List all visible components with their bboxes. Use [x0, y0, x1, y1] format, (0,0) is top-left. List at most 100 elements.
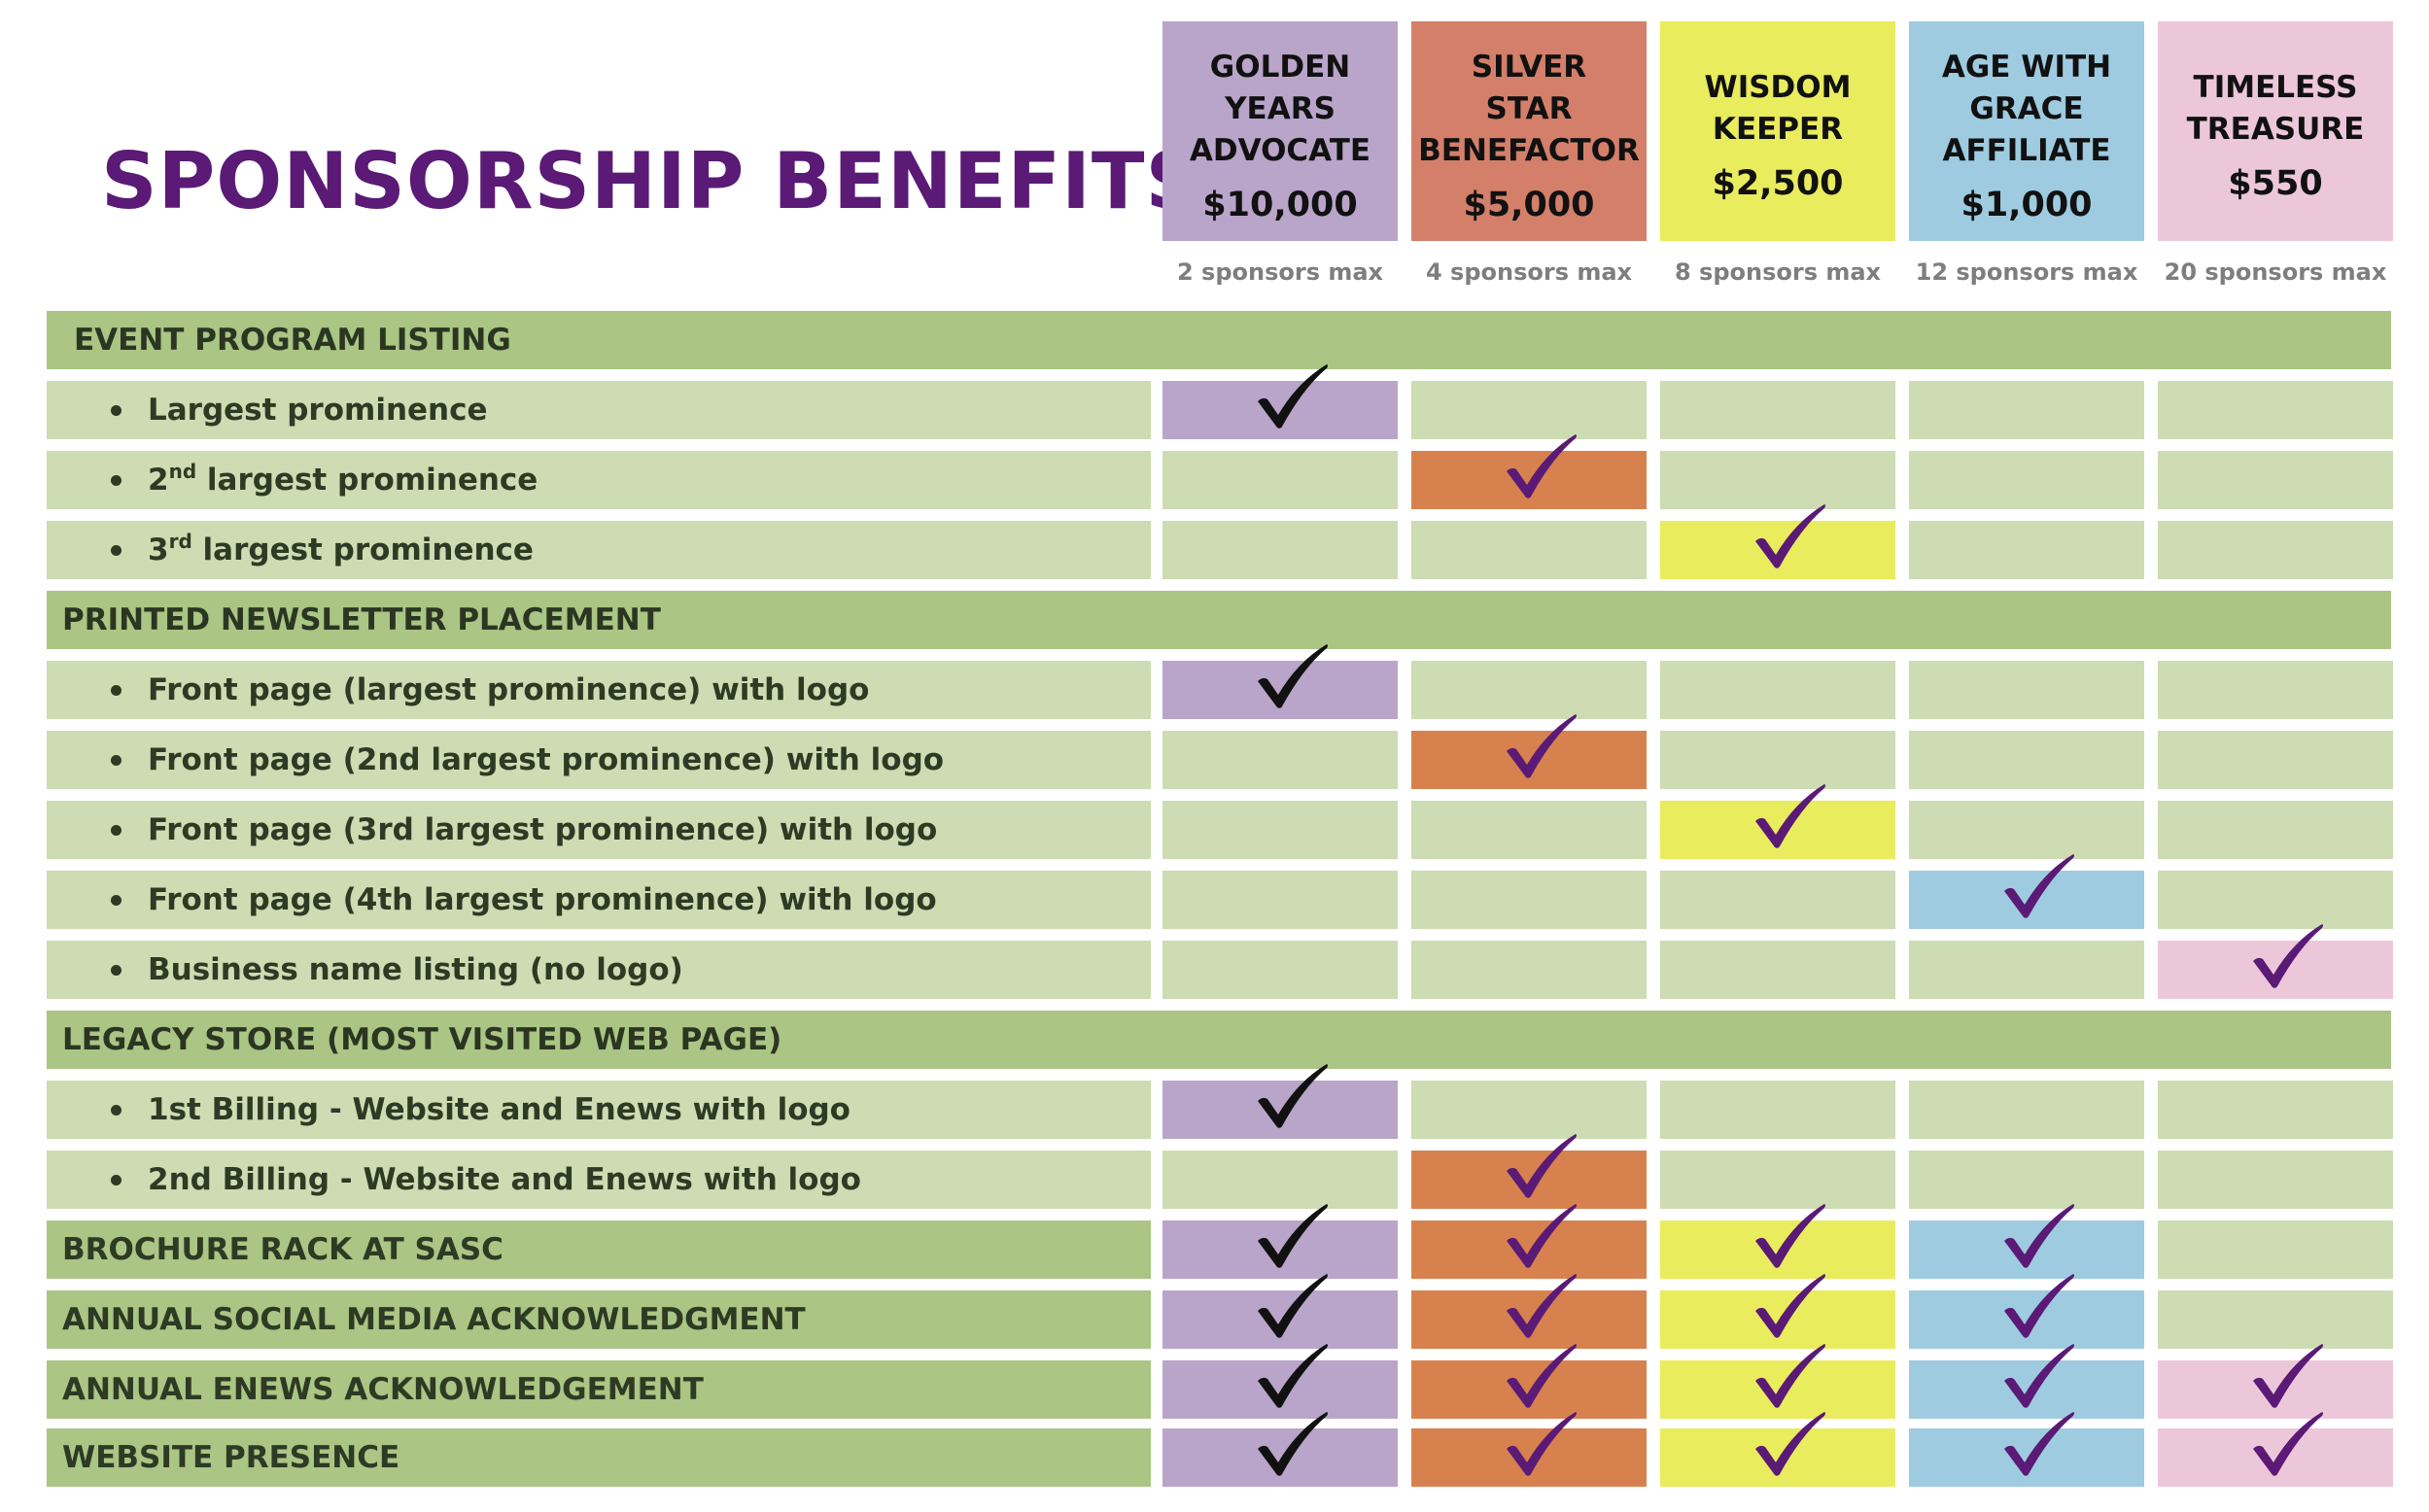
benefit-cell-business-name-listing-no-logo-tier-2	[1411, 941, 1647, 999]
benefit-cell-brochure-rack-at-sasc-tier-2	[1411, 1204, 1647, 1279]
benefit-cell-website-presence-tier-1	[1162, 1412, 1398, 1487]
section-header-legacy-store-most-visited-web-page: LEGACY STORE (MOST VISITED WEB PAGE)	[47, 1011, 2391, 1069]
tier-max-sponsors: 8 sponsors max	[1674, 258, 1882, 286]
benefit-cell-front-page-2nd-largest-prominence-with-logo-tier-4	[1909, 731, 2144, 789]
benefit-cell-largest-prominence-tier-3	[1660, 381, 1895, 439]
benefit-cell-largest-prominence-tier-2	[1411, 381, 1647, 439]
benefit-cell-3rd-largest-prominence-tier-4	[1909, 521, 2144, 579]
checkmark-icon	[1507, 1412, 1577, 1476]
benefit-cell-2nd-largest-prominence-tier-2	[1411, 434, 1647, 509]
benefit-cell-annual-enews-acknowledgement-tier-5	[2158, 1344, 2393, 1419]
benefit-cell-business-name-listing-no-logo-tier-3	[1660, 941, 1895, 999]
benefit-cell-1st-billing-website-and-enews-with-logo-tier-3	[1660, 1081, 1895, 1139]
benefit-label: Front page (largest prominence) with log…	[110, 672, 870, 707]
benefit-cell-2nd-billing-website-and-enews-with-logo-tier-1	[1162, 1151, 1398, 1209]
tier-price: $1,000	[1961, 185, 2093, 224]
benefit-cell-3rd-largest-prominence-tier-2	[1411, 521, 1647, 579]
tier-price: $550	[2228, 164, 2323, 203]
checkmark-icon	[1507, 1134, 1577, 1198]
benefit-cell-annual-social-media-acknowledgment-tier-2	[1411, 1274, 1647, 1349]
benefit-cell-2nd-billing-website-and-enews-with-logo-tier-2	[1411, 1134, 1647, 1209]
benefit-cell-2nd-largest-prominence-tier-3	[1660, 451, 1895, 509]
tier-price: $10,000	[1202, 185, 1358, 224]
checkmark-icon	[1507, 1204, 1577, 1268]
benefit-cell-front-page-3rd-largest-prominence-with-logo-tier-1	[1162, 801, 1398, 859]
tier-header-1: GOLDEN YEARS ADVOCATE $10,000	[1162, 21, 1398, 241]
benefit-cell-front-page-4th-largest-prominence-with-logo-tier-4	[1909, 854, 2144, 929]
checkmark-icon	[1755, 1344, 1825, 1408]
benefit-cell-business-name-listing-no-logo-tier-5	[2158, 924, 2393, 999]
benefit-item-3rd-largest-prominence: 3rd largest prominence	[47, 521, 1151, 579]
tier-max-sponsors: 2 sponsors max	[1176, 258, 1384, 286]
benefit-cell-front-page-2nd-largest-prominence-with-logo-tier-1	[1162, 731, 1398, 789]
benefit-cell-1st-billing-website-and-enews-with-logo-tier-2	[1411, 1081, 1647, 1139]
benefit-cell-largest-prominence-tier-5	[2158, 381, 2393, 439]
checkmark-icon	[1755, 1204, 1825, 1268]
page-title: SPONSORSHIP BENEFITS	[101, 136, 1203, 226]
benefit-cell-3rd-largest-prominence-tier-5	[2158, 521, 2393, 579]
benefit-cell-front-page-largest-prominence-with-logo-tier-4	[1909, 661, 2144, 719]
benefit-label: Business name listing (no logo)	[111, 952, 683, 987]
benefit-cell-front-page-3rd-largest-prominence-with-logo-tier-5	[2158, 801, 2393, 859]
checkmark-icon	[2253, 1412, 2323, 1476]
checkmark-icon	[2004, 1204, 2074, 1268]
benefit-label: Front page (2nd largest prominence) with…	[110, 742, 945, 777]
benefit-cell-website-presence-tier-2	[1411, 1412, 1647, 1487]
section-label: EVENT PROGRAM LISTING	[74, 323, 511, 358]
benefit-item-2nd-billing-website-and-enews-with-logo: 2nd Billing - Website and Enews with log…	[47, 1151, 1151, 1209]
benefit-cell-2nd-billing-website-and-enews-with-logo-tier-4	[1909, 1151, 2144, 1209]
benefit-cell-front-page-2nd-largest-prominence-with-logo-tier-2	[1411, 714, 1647, 789]
tier-max-sponsors: 4 sponsors max	[1425, 258, 1633, 286]
checkmark-icon	[1258, 1064, 1328, 1128]
benefit-label: Front page (3rd largest prominence) with…	[110, 812, 938, 847]
checkmark-icon	[1507, 714, 1577, 778]
benefit-cell-front-page-2nd-largest-prominence-with-logo-tier-5	[2158, 731, 2393, 789]
benefit-cell-website-presence-tier-3	[1660, 1412, 1895, 1487]
benefit-label: 1st Billing - Website and Enews with log…	[111, 1092, 850, 1127]
benefit-cell-annual-social-media-acknowledgment-tier-4	[1909, 1274, 2144, 1349]
tier-header-5: TIMELESS TREASURE $550	[2158, 21, 2393, 241]
checkmark-icon	[1258, 1204, 1328, 1268]
benefit-label: WEBSITE PRESENCE	[62, 1440, 400, 1475]
tier-header-4: AGE WITH GRACE AFFILIATE $1,000	[1909, 21, 2144, 241]
tier-header-2: SILVER STAR BENEFACTOR $5,000	[1411, 21, 1647, 241]
benefit-cell-website-presence-tier-5	[2158, 1412, 2393, 1487]
benefit-cell-2nd-billing-website-and-enews-with-logo-tier-3	[1660, 1151, 1895, 1209]
benefit-item-1st-billing-website-and-enews-with-logo: 1st Billing - Website and Enews with log…	[47, 1081, 1151, 1139]
checkmark-icon	[1507, 1344, 1577, 1408]
checkmark-icon	[1258, 1412, 1328, 1476]
benefit-item-front-page-4th-largest-prominence-with-logo: Front page (4th largest prominence) with…	[47, 871, 1151, 929]
benefit-row-website-presence: WEBSITE PRESENCE	[47, 1428, 1151, 1487]
benefit-row-annual-social-media-acknowledgment: ANNUAL SOCIAL MEDIA ACKNOWLEDGMENT	[47, 1290, 1151, 1349]
tier-name: GOLDEN YEARS ADVOCATE	[1189, 49, 1371, 168]
section-header-printed-newsletter-placement: PRINTED NEWSLETTER PLACEMENT	[47, 591, 2391, 649]
checkmark-icon	[1258, 1274, 1328, 1338]
benefit-cell-2nd-largest-prominence-tier-5	[2158, 451, 2393, 509]
tier-price: $2,500	[1712, 164, 1844, 203]
benefit-item-front-page-2nd-largest-prominence-with-logo: Front page (2nd largest prominence) with…	[47, 731, 1151, 789]
benefit-cell-largest-prominence-tier-1	[1162, 364, 1398, 439]
benefit-row-annual-enews-acknowledgement: ANNUAL ENEWS ACKNOWLEDGEMENT	[47, 1360, 1151, 1419]
benefit-cell-front-page-3rd-largest-prominence-with-logo-tier-4	[1909, 801, 2144, 859]
benefit-item-2nd-largest-prominence: 2nd largest prominence	[47, 451, 1151, 509]
tier-price: $5,000	[1463, 185, 1595, 224]
benefit-label: 2nd Billing - Website and Enews with log…	[111, 1162, 861, 1197]
benefit-cell-annual-social-media-acknowledgment-tier-5	[2158, 1290, 2393, 1349]
benefit-cell-front-page-2nd-largest-prominence-with-logo-tier-3	[1660, 731, 1895, 789]
benefit-cell-front-page-largest-prominence-with-logo-tier-3	[1660, 661, 1895, 719]
benefit-cell-annual-enews-acknowledgement-tier-2	[1411, 1344, 1647, 1419]
checkmark-icon	[1755, 784, 1825, 848]
benefit-label: Front page (4th largest prominence) with…	[111, 882, 937, 917]
benefit-cell-1st-billing-website-and-enews-with-logo-tier-4	[1909, 1081, 2144, 1139]
benefit-cell-annual-enews-acknowledgement-tier-3	[1660, 1344, 1895, 1419]
benefit-cell-annual-enews-acknowledgement-tier-4	[1909, 1344, 2144, 1419]
benefit-label: ANNUAL SOCIAL MEDIA ACKNOWLEDGMENT	[62, 1302, 806, 1337]
benefit-item-front-page-3rd-largest-prominence-with-logo: Front page (3rd largest prominence) with…	[47, 801, 1151, 859]
benefit-cell-business-name-listing-no-logo-tier-4	[1909, 941, 2144, 999]
benefit-cell-business-name-listing-no-logo-tier-1	[1162, 941, 1398, 999]
tier-max-sponsors: 20 sponsors max	[2164, 258, 2387, 286]
checkmark-icon	[2004, 854, 2074, 918]
benefit-cell-annual-social-media-acknowledgment-tier-1	[1162, 1274, 1398, 1349]
benefit-cell-front-page-3rd-largest-prominence-with-logo-tier-2	[1411, 801, 1647, 859]
benefit-cell-front-page-3rd-largest-prominence-with-logo-tier-3	[1660, 784, 1895, 859]
